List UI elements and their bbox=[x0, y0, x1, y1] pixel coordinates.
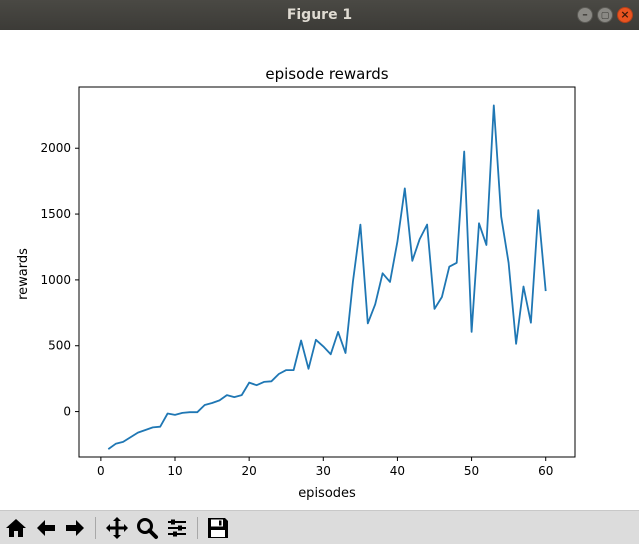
minimize-button[interactable]: – bbox=[577, 7, 593, 23]
x-tick-label: 30 bbox=[316, 464, 331, 478]
minimize-icon: – bbox=[582, 8, 588, 21]
axes-frame bbox=[78, 86, 576, 458]
x-axis-label: episodes bbox=[298, 486, 356, 501]
configure-subplots-button[interactable] bbox=[163, 514, 191, 542]
x-tick-label: 50 bbox=[464, 464, 479, 478]
x-tick-label: 60 bbox=[538, 464, 553, 478]
pan-button[interactable] bbox=[103, 514, 131, 542]
toolbar-separator bbox=[95, 517, 96, 539]
x-tick-label: 10 bbox=[167, 464, 182, 478]
x-tick-label: 0 bbox=[97, 464, 105, 478]
y-tick-label: 1000 bbox=[40, 273, 71, 287]
y-tick-label: 2000 bbox=[40, 141, 71, 155]
back-button[interactable] bbox=[32, 514, 60, 542]
y-tick-label: 0 bbox=[63, 405, 71, 419]
pan-icon bbox=[106, 517, 128, 539]
back-arrow-icon bbox=[37, 520, 55, 536]
forward-arrow-icon bbox=[66, 520, 84, 536]
home-icon bbox=[6, 519, 26, 537]
home-button[interactable] bbox=[2, 514, 30, 542]
navigation-toolbar bbox=[0, 510, 639, 544]
window-titlebar: Figure 1 – ▢ × bbox=[0, 0, 639, 30]
zoom-button[interactable] bbox=[133, 514, 161, 542]
maximize-button[interactable]: ▢ bbox=[597, 7, 613, 23]
maximize-icon: ▢ bbox=[600, 11, 610, 21]
close-icon: × bbox=[620, 8, 630, 21]
x-tick-label: 20 bbox=[242, 464, 257, 478]
save-icon bbox=[208, 518, 228, 538]
y-axis-label: rewards bbox=[16, 248, 31, 300]
close-button[interactable]: × bbox=[617, 7, 633, 23]
toolbar-separator bbox=[197, 517, 198, 539]
y-tick-label: 500 bbox=[48, 339, 71, 353]
forward-button[interactable] bbox=[61, 514, 89, 542]
configure-subplots-icon bbox=[168, 519, 186, 537]
window-title: Figure 1 bbox=[286, 7, 353, 23]
x-tick-label: 40 bbox=[390, 464, 405, 478]
series-line bbox=[107, 104, 547, 450]
chart-title: episode rewards bbox=[265, 65, 388, 83]
y-tick-label: 1500 bbox=[40, 207, 71, 221]
zoom-icon bbox=[137, 518, 158, 539]
save-button[interactable] bbox=[204, 514, 232, 542]
line-chart: 0 10 20 30 40 50 60 0 500 1000 1500 2000 episode re… bbox=[16, 65, 576, 501]
figure-canvas[interactable]: 0 10 20 30 40 50 60 0 500 1000 1500 2000 episode re… bbox=[0, 30, 639, 510]
